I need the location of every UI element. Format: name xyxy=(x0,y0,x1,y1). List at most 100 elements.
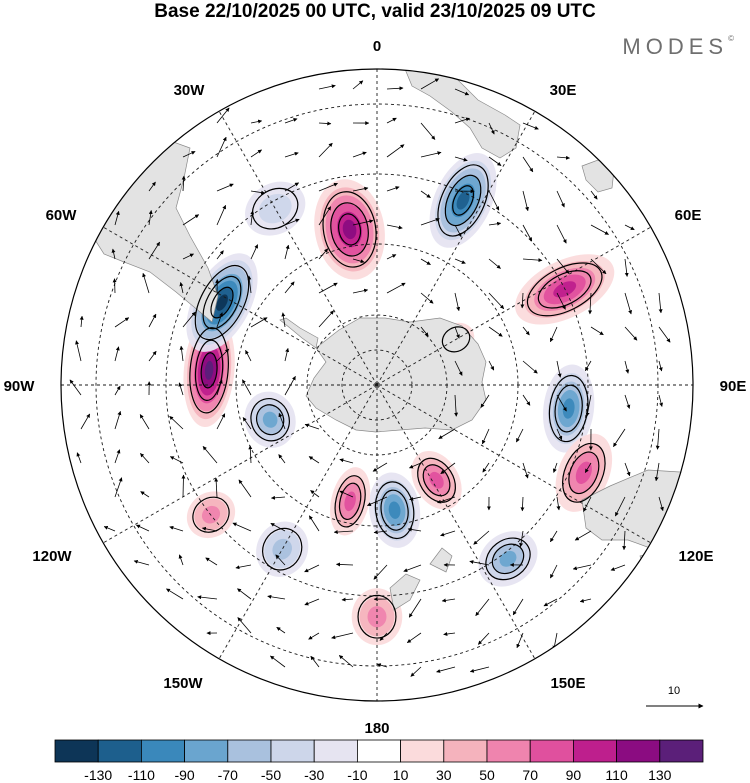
wind-arrow xyxy=(148,210,153,226)
wind-arrow xyxy=(440,530,456,537)
wind-arrow xyxy=(248,445,253,464)
wind-arrow xyxy=(658,496,664,512)
copyright-mark: © xyxy=(728,34,734,43)
wind-arrow xyxy=(216,348,230,362)
colorbar-label-9: 50 xyxy=(479,767,495,783)
wind-arrow xyxy=(304,564,320,573)
wind-arrow xyxy=(520,496,525,512)
wind-arrow xyxy=(169,456,184,464)
wind-arrow xyxy=(310,490,320,498)
wind-arrow xyxy=(148,241,161,260)
wind-arrow xyxy=(624,326,638,341)
wind-arrow xyxy=(242,379,252,396)
map-border xyxy=(60,68,694,702)
wind-arrow xyxy=(202,446,218,464)
wind-arrow xyxy=(454,360,463,376)
wind-arrow xyxy=(181,474,186,498)
colorbar-label-12: 110 xyxy=(605,767,628,783)
wind-arrow xyxy=(276,626,286,634)
wind-arrow xyxy=(454,326,460,339)
lon-label-30w: 30W xyxy=(174,82,206,99)
wind-arrow xyxy=(655,428,660,450)
wind-arrow xyxy=(114,210,120,226)
wind-arrow xyxy=(310,655,320,668)
wind-arrow xyxy=(367,496,388,506)
lon-label-90e: 90E xyxy=(720,378,747,395)
wind-arrow xyxy=(556,190,565,208)
wind-arrow xyxy=(615,496,626,517)
wind-arrow xyxy=(318,84,336,90)
wind-arrow xyxy=(114,477,123,498)
wind-arrow xyxy=(477,632,490,645)
streamline-15 xyxy=(251,187,299,230)
wind-arrow xyxy=(556,496,561,511)
wind-arrow xyxy=(590,326,604,336)
wind-arrow xyxy=(556,360,562,378)
wind-arrow xyxy=(235,564,252,570)
wind-arrow xyxy=(522,122,539,130)
wind-arrow xyxy=(469,560,490,566)
wind-arrow xyxy=(624,360,630,374)
wind-arrow xyxy=(420,217,440,226)
colorbar-label-7: 10 xyxy=(393,767,409,783)
lon-label-150e: 150E xyxy=(550,675,585,692)
wind-arrow xyxy=(339,490,354,498)
streamline-7 xyxy=(374,481,415,540)
wind-arrow xyxy=(281,312,286,328)
wind-arrow xyxy=(406,632,422,643)
wind-arrow xyxy=(250,190,266,195)
wind-arrow xyxy=(654,462,660,482)
colorbar-label-8: 30 xyxy=(436,767,452,783)
wind-arrow xyxy=(488,292,505,310)
anomaly-positive-8 xyxy=(330,467,371,536)
wind-arrow xyxy=(386,117,397,124)
south-america xyxy=(89,139,219,323)
wind-arrow xyxy=(216,183,234,192)
wind-arrow xyxy=(438,428,456,439)
wind-arrow xyxy=(454,292,461,312)
wind-arrow xyxy=(556,258,570,274)
wind-arrow xyxy=(318,142,333,158)
wind-arrow xyxy=(242,417,252,430)
wind-arrow xyxy=(179,282,184,294)
wind-arrow xyxy=(148,181,156,192)
wind-arrow xyxy=(556,224,567,244)
wind-arrow xyxy=(574,530,592,541)
streamline-13 xyxy=(189,327,229,414)
wind-arrow xyxy=(556,394,567,412)
wind-arrow xyxy=(409,462,422,469)
wind-arrow xyxy=(284,151,299,158)
wind-arrow xyxy=(270,522,286,532)
lon-label-150w: 150W xyxy=(163,675,203,692)
colorbar-label-10: 70 xyxy=(522,767,538,783)
colorbar-swatch-14 xyxy=(659,739,704,763)
wind-arrow xyxy=(386,224,403,230)
wind-arrow xyxy=(584,462,592,473)
wind-arrow xyxy=(441,598,456,603)
wind-arrow xyxy=(284,347,290,362)
streamline-6 xyxy=(417,457,456,503)
wind-arrow xyxy=(79,315,84,328)
wind-arrow xyxy=(409,496,422,501)
wind-arrow xyxy=(482,428,490,445)
wind-arrow xyxy=(624,258,629,277)
wind-arrow xyxy=(197,595,218,600)
streamline-8 xyxy=(334,475,366,528)
wind-arrow xyxy=(111,248,116,260)
wind-arrow xyxy=(454,224,462,238)
wind-arrow xyxy=(386,254,397,260)
wind-arrow xyxy=(624,394,631,409)
wind-arrow xyxy=(386,282,406,294)
colorbar-swatch-12 xyxy=(573,739,618,763)
wind-arrow xyxy=(436,666,456,673)
colorbar-swatch-5 xyxy=(270,739,315,763)
wind-arrow xyxy=(658,360,663,372)
wind-arrow xyxy=(148,313,157,328)
wind-arrow xyxy=(520,292,525,309)
wind-arrow xyxy=(613,428,626,447)
wind-arrow xyxy=(216,136,227,158)
wind-arrow xyxy=(522,394,531,406)
wind-arrow xyxy=(182,311,196,328)
colorbar-swatch-7 xyxy=(356,739,401,763)
wind-arrow xyxy=(179,345,184,362)
